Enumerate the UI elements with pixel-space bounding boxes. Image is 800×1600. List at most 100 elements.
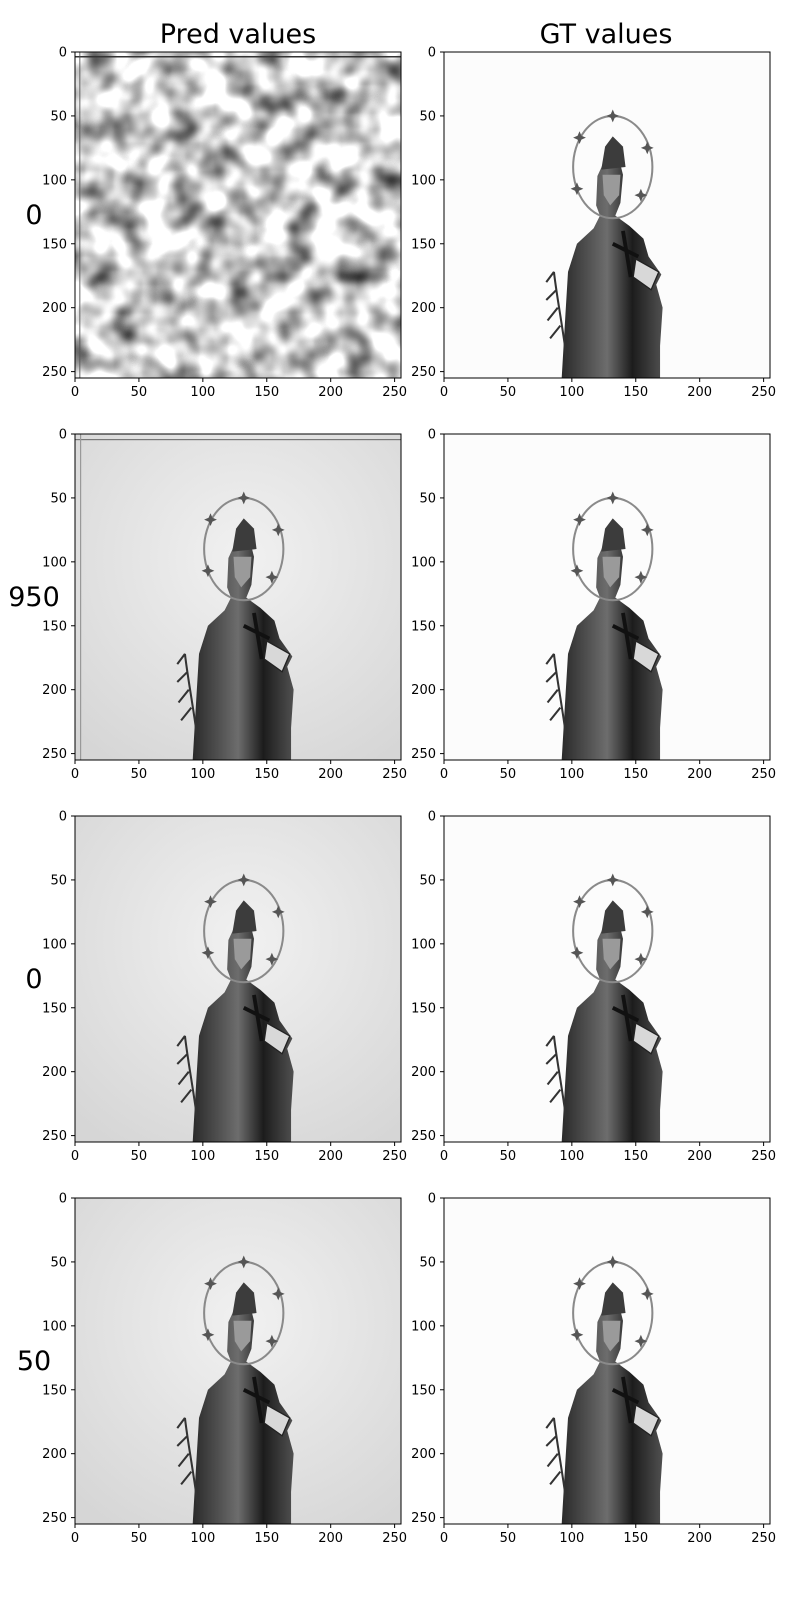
palm-frond bbox=[176, 1035, 199, 1123]
halo-star bbox=[573, 513, 586, 527]
y-tick-label: 150 bbox=[411, 619, 436, 634]
x-tick-label: 150 bbox=[623, 1149, 648, 1164]
panel-pred-row-2: 0 50 100 150 200 250 0 50 100 150 200 250 0 bbox=[25, 810, 407, 1165]
book bbox=[632, 640, 660, 673]
halo-star bbox=[201, 564, 215, 578]
halo-star bbox=[573, 895, 586, 909]
crucifix bbox=[611, 994, 640, 1042]
noise-blobs bbox=[75, 52, 401, 378]
row-label: 50 bbox=[17, 1346, 51, 1377]
halo-star bbox=[204, 1277, 217, 1291]
x-tick-label: 100 bbox=[190, 1531, 215, 1546]
y-tick-label: 200 bbox=[411, 1447, 436, 1462]
face bbox=[233, 938, 252, 970]
y-tick-label: 150 bbox=[42, 619, 67, 634]
book bbox=[263, 1404, 291, 1437]
x-tick-label: 50 bbox=[131, 1149, 148, 1164]
y-tick-label: 100 bbox=[42, 937, 67, 952]
palm-frond bbox=[545, 653, 568, 741]
halo-star bbox=[265, 1334, 279, 1348]
crucifix bbox=[242, 612, 271, 660]
panel-pred-row-1: 0 50 100 150 200 250 0 50 100 150 200 250 950 bbox=[8, 428, 407, 783]
y-tick-label: 200 bbox=[411, 301, 436, 316]
x-tick-label: 150 bbox=[623, 767, 648, 782]
axes-frame bbox=[74, 815, 402, 1143]
axes-frame bbox=[74, 1197, 402, 1525]
y-tick-label: 150 bbox=[411, 1383, 436, 1398]
face bbox=[602, 556, 621, 588]
crucifix bbox=[611, 1376, 640, 1424]
statue-body bbox=[192, 1300, 294, 1524]
x-tick-label: 50 bbox=[500, 385, 517, 400]
statue bbox=[176, 491, 294, 760]
halo-star bbox=[570, 946, 584, 960]
y-tick-label: 100 bbox=[411, 555, 436, 570]
x-tick-label: 150 bbox=[254, 767, 279, 782]
x-tick-label: 100 bbox=[190, 385, 215, 400]
y-tick-label: 200 bbox=[42, 1065, 67, 1080]
x-tick-label: 200 bbox=[318, 1149, 343, 1164]
y-tick-label: 0 bbox=[59, 46, 67, 61]
halo-star bbox=[201, 1328, 215, 1342]
panel-gt-row-3: 0 50 100 150 200 250 0 50 100 150 200 250 bbox=[411, 1192, 776, 1547]
y-tick-label: 0 bbox=[59, 428, 67, 443]
image-area bbox=[444, 52, 770, 378]
halo-star bbox=[271, 905, 285, 919]
x-tick-label: 100 bbox=[559, 1531, 584, 1546]
y-tick-label: 250 bbox=[42, 1511, 67, 1526]
y-tick-label: 150 bbox=[411, 237, 436, 252]
x-tick-label: 250 bbox=[751, 1531, 776, 1546]
y-tick-label: 0 bbox=[59, 810, 67, 825]
y-tick-label: 250 bbox=[42, 365, 67, 380]
y-tick-label: 50 bbox=[50, 109, 67, 124]
statue-body bbox=[561, 536, 663, 760]
x-tick-label: 0 bbox=[440, 385, 448, 400]
x-tick-label: 200 bbox=[318, 385, 343, 400]
crucifix bbox=[242, 1376, 271, 1424]
y-tick-label: 150 bbox=[42, 237, 67, 252]
y-tick-label: 100 bbox=[411, 937, 436, 952]
palm-frond bbox=[176, 653, 199, 741]
y-tick-label: 150 bbox=[42, 1383, 67, 1398]
halo-star bbox=[634, 570, 648, 584]
statue-mitre bbox=[601, 900, 626, 934]
border-artifact bbox=[75, 439, 401, 441]
x-tick-label: 200 bbox=[687, 385, 712, 400]
row-label: 0 bbox=[25, 200, 42, 231]
y-tick-label: 0 bbox=[59, 1192, 67, 1207]
halo-star bbox=[204, 895, 217, 909]
image-area bbox=[444, 1198, 770, 1524]
image-area bbox=[444, 434, 770, 760]
statue-body bbox=[192, 536, 294, 760]
book bbox=[263, 640, 291, 673]
halo-star bbox=[573, 131, 586, 145]
x-tick-label: 0 bbox=[71, 1531, 79, 1546]
statue-body bbox=[561, 1300, 663, 1524]
x-tick-label: 250 bbox=[382, 1531, 407, 1546]
y-tick-label: 100 bbox=[411, 1319, 436, 1334]
halo-star bbox=[237, 1255, 251, 1269]
axes-frame bbox=[443, 433, 771, 761]
y-tick-label: 0 bbox=[428, 428, 436, 443]
x-tick-label: 250 bbox=[382, 385, 407, 400]
y-tick-label: 50 bbox=[419, 873, 436, 888]
noise-border-artifact bbox=[75, 56, 401, 58]
book bbox=[263, 1022, 291, 1055]
x-tick-label: 200 bbox=[318, 1531, 343, 1546]
x-tick-label: 100 bbox=[559, 385, 584, 400]
axes-frame bbox=[443, 1197, 771, 1525]
x-tick-label: 200 bbox=[687, 1531, 712, 1546]
y-tick-label: 200 bbox=[411, 683, 436, 698]
statue bbox=[545, 1255, 663, 1524]
image-area bbox=[75, 816, 401, 1142]
x-tick-label: 50 bbox=[131, 1531, 148, 1546]
axes-frame bbox=[443, 815, 771, 1143]
halo-star bbox=[606, 1255, 620, 1269]
x-tick-label: 50 bbox=[131, 385, 148, 400]
x-tick-label: 100 bbox=[559, 1149, 584, 1164]
crucifix bbox=[611, 612, 640, 660]
x-tick-label: 100 bbox=[190, 767, 215, 782]
halo-star bbox=[237, 491, 251, 505]
statue bbox=[545, 109, 663, 378]
y-tick-label: 50 bbox=[50, 1255, 67, 1270]
